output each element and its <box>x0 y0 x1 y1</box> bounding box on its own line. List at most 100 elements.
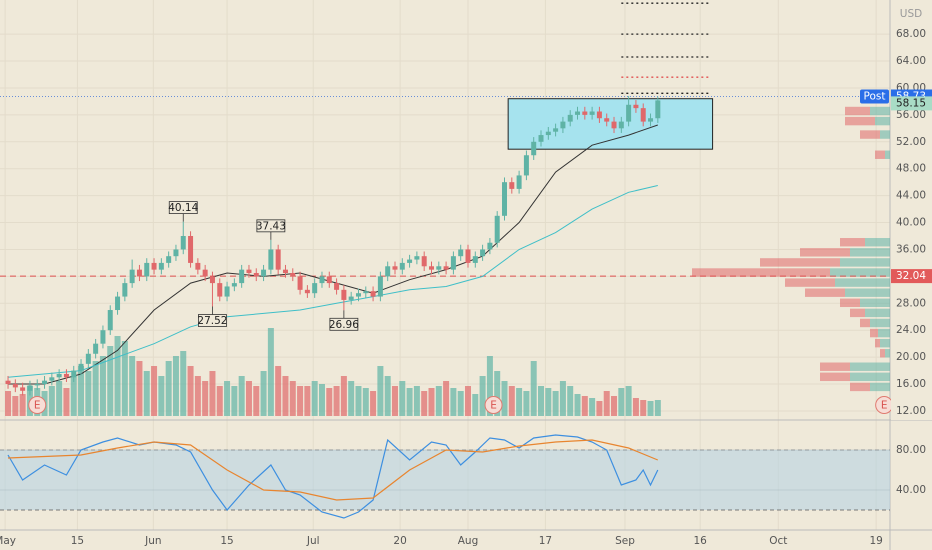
candle-body <box>472 256 478 263</box>
candle-body <box>275 249 281 270</box>
candle-body <box>297 276 303 290</box>
profile-up <box>885 349 890 358</box>
candle-body <box>399 262 405 270</box>
volume-bar <box>5 391 12 416</box>
volume-bar <box>362 388 369 416</box>
currency-label: USD <box>900 8 922 20</box>
candle-body <box>414 256 420 260</box>
volume-bar <box>267 328 274 416</box>
profile-down <box>692 268 830 277</box>
profile-down <box>875 338 880 348</box>
profile-down <box>860 130 880 139</box>
volume-bar <box>165 361 172 416</box>
volume-bar <box>253 386 260 416</box>
profile-up <box>870 382 890 392</box>
earnings-marker <box>28 396 47 414</box>
candle-body <box>487 242 493 250</box>
volume-bar <box>180 351 187 416</box>
candle-body <box>151 262 157 270</box>
price-tag <box>891 269 932 284</box>
candle-body <box>436 266 442 270</box>
candle-body <box>407 259 413 263</box>
candle-body <box>502 182 508 216</box>
candle-body <box>596 111 602 119</box>
annotation-label: 26.96 <box>329 319 359 331</box>
volume-bar <box>472 394 479 416</box>
x-tick-label: Oct <box>769 535 787 547</box>
candle-body <box>304 289 310 294</box>
candle-body <box>458 249 464 257</box>
volume-bar <box>377 366 384 416</box>
candle-body <box>611 121 617 129</box>
x-tick-label: Sep <box>615 535 635 547</box>
x-tick-label: 20 <box>393 535 406 547</box>
candle-body <box>582 111 588 115</box>
y-tick-label: 48.00 <box>896 163 926 175</box>
candle-body <box>421 256 427 267</box>
volume-bar <box>340 376 347 416</box>
candle-body <box>115 296 121 311</box>
candle-body <box>355 293 361 297</box>
candle-body <box>443 266 449 270</box>
candle-body <box>640 108 646 122</box>
candle-body <box>71 370 77 378</box>
x-tick-label: 15 <box>71 535 84 547</box>
candle-body <box>538 135 544 142</box>
candle-body <box>480 249 486 257</box>
volume-bar <box>457 391 464 416</box>
candle-body <box>509 182 515 189</box>
volume-bar <box>92 361 99 416</box>
y-tick-label: 68.00 <box>896 28 926 40</box>
candle-body <box>63 373 69 378</box>
candle-body <box>129 269 135 284</box>
candle-body <box>93 343 99 354</box>
y-tick-label: 56.00 <box>896 109 926 121</box>
volume-bar <box>494 371 501 416</box>
volume-bar <box>318 384 325 416</box>
volume-bar <box>194 376 201 416</box>
candle-body <box>173 249 179 257</box>
candle-body <box>268 249 274 270</box>
candle-body <box>42 380 48 385</box>
candle-body <box>545 131 551 136</box>
profile-up <box>850 362 890 371</box>
profile-up <box>865 308 890 318</box>
price-tag-label: 58.15 <box>896 97 926 109</box>
profile-down <box>820 372 850 382</box>
candle-body <box>589 111 595 115</box>
profile-down <box>840 238 865 247</box>
price-tag-label: 32.04 <box>896 270 926 282</box>
profile-up <box>875 116 890 126</box>
candle-body <box>56 373 62 378</box>
candle-body <box>428 266 434 270</box>
candle-body <box>575 111 581 115</box>
volume-bar <box>333 386 340 416</box>
post-tag-label: Post <box>864 90 886 102</box>
oscillator-tick-label: 80.00 <box>896 444 926 456</box>
volume-bar <box>501 381 508 416</box>
volume-bar <box>202 381 209 416</box>
candle-body <box>326 276 332 284</box>
volume-bar <box>523 391 530 416</box>
candle-body <box>122 283 128 297</box>
candle-body <box>231 283 237 287</box>
profile-up <box>845 288 890 297</box>
candle-body <box>27 385 33 391</box>
y-tick-label: 16.00 <box>896 378 926 390</box>
y-tick-label: 44.00 <box>896 190 926 202</box>
y-tick-label: 28.00 <box>896 297 926 309</box>
profile-down <box>845 106 870 116</box>
volume-bar <box>231 386 238 416</box>
volume-bar <box>12 396 19 416</box>
candle-body <box>246 269 252 274</box>
volume-bar <box>304 386 311 416</box>
volume-bar <box>355 386 362 416</box>
candle-body <box>209 276 215 284</box>
price-tag <box>891 96 932 111</box>
candle-body <box>553 128 559 132</box>
oscillator-line <box>7 434 659 519</box>
volume-bar <box>19 394 26 416</box>
profile-down <box>785 278 835 287</box>
volume-bar <box>238 376 245 416</box>
candle-body <box>523 155 529 176</box>
